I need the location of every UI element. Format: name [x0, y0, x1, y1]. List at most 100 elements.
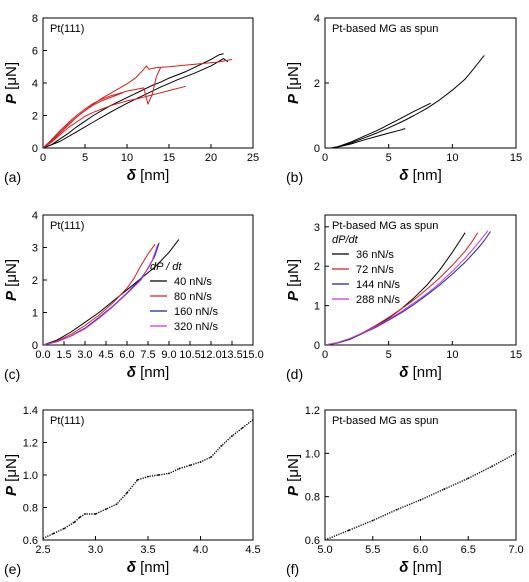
legend-label: 80 nN/s [174, 291, 212, 303]
legend: dP / dt 40 nN/s 80 nN/s 160 nN/s 320 nN/s [150, 261, 219, 333]
y-tick-label: 2 [32, 275, 38, 287]
data-point [52, 532, 55, 535]
series-line [43, 58, 229, 148]
y-tick-label: 2 [314, 78, 320, 90]
x-tick-label: 20 [205, 152, 217, 164]
data-point [105, 508, 107, 511]
x-axis-label: δ [nm] [399, 559, 442, 576]
x-tick-label: 5 [82, 152, 88, 164]
series-line [325, 232, 479, 345]
y-tick-label: 0 [32, 340, 38, 352]
data-point [491, 465, 494, 468]
data-point [252, 418, 253, 421]
data-point [241, 426, 244, 429]
data-point [63, 527, 65, 530]
y-tick-label: 4 [32, 78, 38, 90]
y-tick-label: 0 [314, 143, 320, 155]
x-tick-label: 3.0 [88, 544, 103, 556]
series-line [43, 244, 156, 345]
series-line [325, 452, 516, 540]
panel-f: 5.0 5.5 6.0 6.5 7.0 0.6 0.8 1.0 1.2 δ [nm] P [μN] (… [285, 405, 524, 577]
panel-annotation: Pt-based MG as spun [332, 23, 438, 35]
y-tick-label: 0 [314, 340, 320, 352]
data-point [231, 435, 233, 437]
legend-title: dP / dt [150, 261, 182, 273]
legend-title: dP/dt [332, 234, 359, 246]
data-point [78, 516, 81, 519]
y-tick-label: 0.8 [23, 503, 38, 515]
data-point [189, 464, 191, 467]
data-point [178, 467, 181, 470]
x-tick-label: 0 [322, 152, 328, 164]
y-tick-label: 2 [314, 261, 320, 273]
series-line [331, 128, 406, 148]
x-tick-label: 6.0 [413, 544, 428, 556]
panel-b: 0 5 10 15 0 2 4 δ [nm] P [μN] (b) Pt-based MG as s… [285, 13, 522, 185]
panel-annotation: Pt(111) [50, 415, 84, 427]
x-tick-label: 7.0 [508, 544, 523, 556]
y-tick-label: 8 [32, 13, 38, 25]
y-tick-label: 2 [32, 111, 38, 123]
series-line [43, 419, 253, 540]
legend-label: 160 nN/s [174, 306, 219, 318]
plot-frame [324, 17, 517, 149]
x-tick-label: 25 [247, 152, 259, 164]
panel-label: (d) [286, 366, 303, 382]
y-tick-label: 1.0 [23, 470, 38, 482]
series-line [43, 85, 186, 148]
x-tick-label: 7.5 [140, 349, 155, 361]
x-axis-label: δ [nm] [127, 167, 170, 184]
data-point [210, 456, 212, 459]
y-tick-label: 6 [32, 46, 38, 58]
series-line [43, 244, 159, 345]
series-line [43, 67, 162, 148]
series-line [331, 102, 431, 148]
x-tick-label: 10 [446, 152, 458, 164]
y-tick-label: 1 [32, 308, 38, 320]
legend-label: 36 nN/s [356, 249, 394, 261]
legend-label: 40 nN/s [174, 276, 212, 288]
x-tick-label: 3.0 [77, 349, 92, 361]
y-axis-label: P [μN] [285, 62, 302, 104]
data-point [395, 508, 398, 511]
x-tick-label: 6.0 [119, 349, 134, 361]
y-tick-label: 3 [314, 222, 320, 234]
legend: dP/dt 36 nN/s 72 nN/s 144 nN/s 288 nN/s [332, 234, 401, 306]
panel-c: 0.0 1.5 3.0 4.5 6.0 7.5 9.0 10.5 12.0 13.5 15.0 0 1 2… [3, 210, 264, 382]
panel-annotation: Pt-based MG as spun [332, 415, 438, 427]
panel-annotation: Pt-based MG as spun [332, 220, 438, 232]
x-tick-label: 10.5 [179, 349, 200, 361]
plot-area [43, 239, 180, 345]
x-axis-label: δ [nm] [127, 559, 170, 576]
panel-annotation: Pt(111) [50, 23, 84, 35]
data-point [168, 472, 170, 475]
plot-frame [324, 409, 517, 541]
y-axis-label: P [μN] [3, 62, 20, 104]
data-point [199, 461, 202, 463]
y-tick-label: 4 [32, 210, 38, 222]
x-tick-label: 10 [446, 349, 458, 361]
x-tick-label: 4.5 [245, 544, 260, 556]
y-tick-label: 0.6 [23, 535, 38, 547]
x-tick-label: 12.0 [200, 349, 221, 361]
x-tick-label: 5.5 [365, 544, 380, 556]
x-tick-label: 5 [386, 152, 392, 164]
data-point [443, 488, 446, 490]
x-tick-label: 4.5 [98, 349, 113, 361]
x-tick-label: 15 [510, 349, 522, 361]
data-point [325, 539, 326, 540]
data-point [147, 475, 149, 478]
series-line [43, 242, 160, 345]
y-tick-label: 4 [314, 13, 320, 25]
y-tick-label: 0.8 [305, 492, 320, 504]
x-tick-label: 4.0 [193, 544, 208, 556]
series-line [325, 231, 491, 345]
data-point [371, 519, 374, 522]
x-tick-label: 1.5 [56, 349, 71, 361]
panel-label: (a) [4, 169, 21, 185]
x-tick-label: 0.0 [35, 349, 50, 361]
panel-annotation: Pt(111) [50, 220, 84, 232]
y-axis-label: P [μN] [285, 454, 302, 496]
data-point [115, 503, 118, 506]
